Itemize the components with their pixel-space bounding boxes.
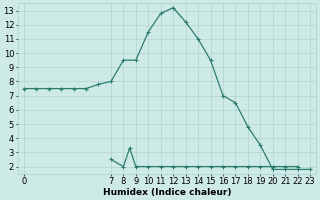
X-axis label: Humidex (Indice chaleur): Humidex (Indice chaleur)	[103, 188, 231, 197]
